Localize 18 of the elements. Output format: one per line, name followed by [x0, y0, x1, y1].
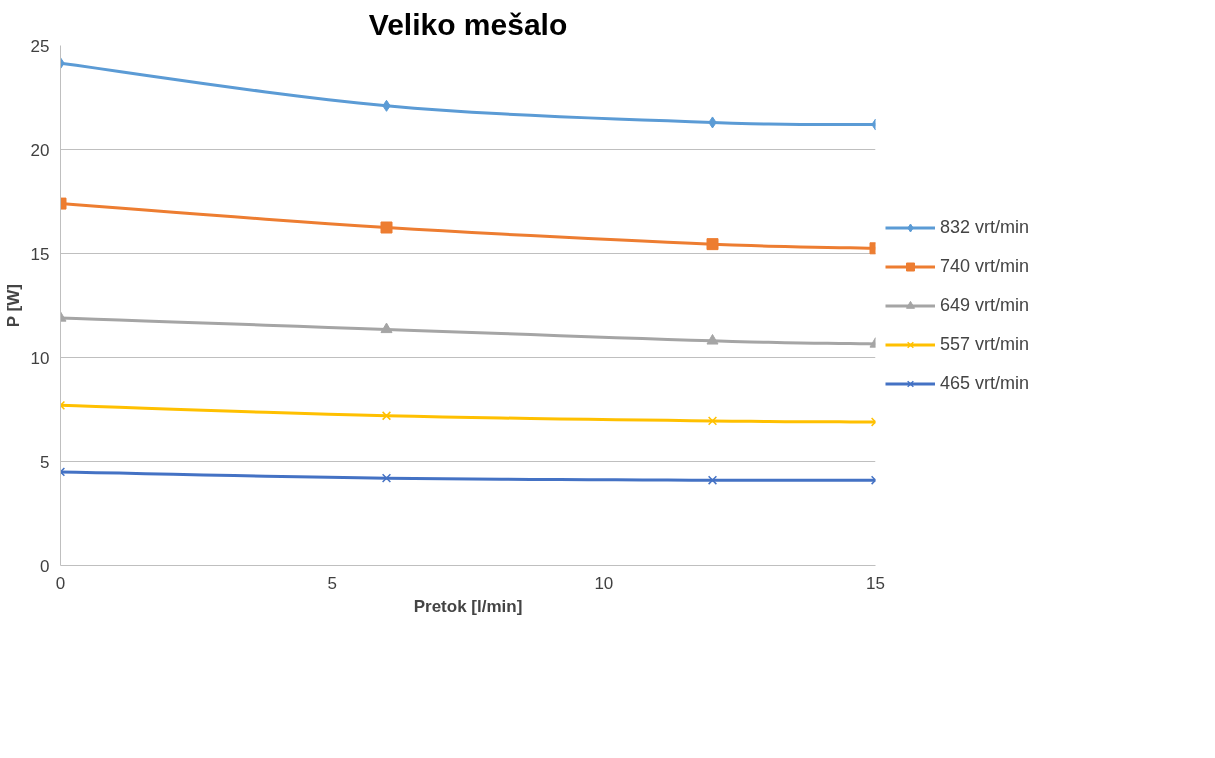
legend-label: 832 vrt/min — [940, 216, 1030, 238]
y-tick-label: 20 — [30, 140, 50, 160]
y-axis-title: P [W] — [3, 284, 23, 328]
x-tick-label: 5 — [327, 573, 337, 593]
legend-label: 740 vrt/min — [940, 255, 1030, 277]
y-tick-label: 15 — [30, 244, 50, 264]
x-tick-label: 15 — [866, 573, 885, 593]
x-tick-label: 10 — [594, 573, 614, 593]
legend-label: 649 vrt/min — [940, 294, 1030, 316]
chart-title: Veliko mešalo — [368, 7, 568, 41]
y-tick-label: 10 — [30, 348, 50, 368]
x-tick-label: 0 — [55, 573, 66, 593]
x-axis-title: Pretok [l/min] — [413, 596, 523, 616]
y-tick-label: 25 — [30, 36, 50, 56]
y-tick-label: 0 — [40, 556, 50, 576]
y-tick-label: 5 — [40, 452, 50, 472]
legend-label: 557 vrt/min — [940, 333, 1030, 355]
legend-label: 465 vrt/min — [940, 372, 1030, 394]
